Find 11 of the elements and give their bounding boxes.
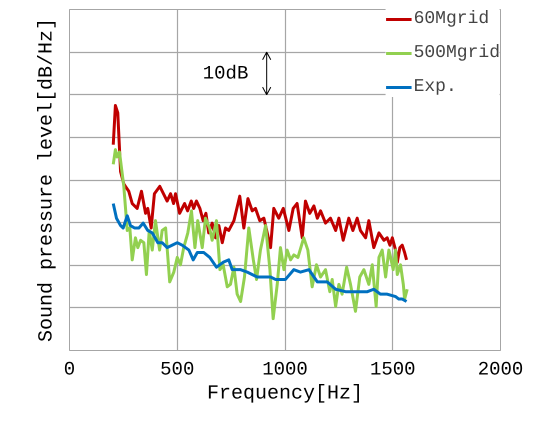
legend-label: 60Mgrid	[414, 9, 490, 29]
x-tick-label: 2000	[478, 358, 524, 380]
x-tick-label: 500	[160, 358, 194, 380]
x-tick-label: 0	[64, 358, 76, 380]
text: 10dB	[202, 62, 248, 84]
x-tick-label: 1000	[262, 358, 308, 380]
legend-label: 500Mgrid	[414, 43, 500, 63]
y-axis-title: Sound pressure level[dB/Hz]	[36, 18, 58, 342]
x-axis-title: Frequency[Hz]	[206, 382, 364, 406]
legend-label: Exp.	[414, 77, 457, 97]
x-tick-label: 1500	[370, 358, 416, 380]
